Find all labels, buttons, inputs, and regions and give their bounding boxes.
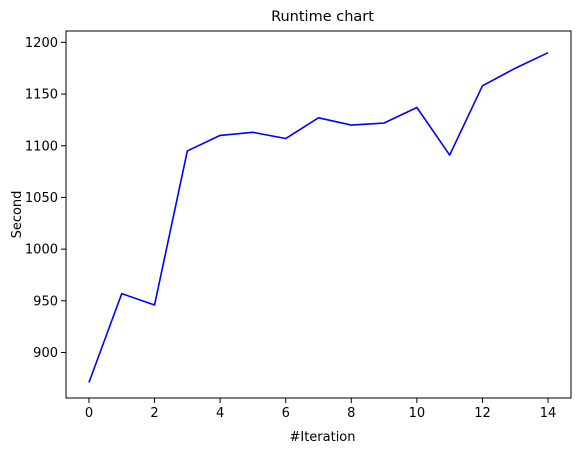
y-tick-label: 1150 xyxy=(25,88,58,103)
x-tick-label: 14 xyxy=(540,406,557,421)
x-tick-label: 2 xyxy=(150,406,158,421)
y-tick-label: 950 xyxy=(33,294,58,309)
y-tick-label: 900 xyxy=(33,346,58,361)
y-tick-label: 1200 xyxy=(25,36,58,51)
chart-title: Runtime chart xyxy=(271,9,374,25)
x-axis-label: #Iteration xyxy=(289,430,355,445)
y-tick-label: 1100 xyxy=(25,139,58,154)
x-tick-label: 4 xyxy=(216,406,224,421)
x-tick-label: 6 xyxy=(282,406,290,421)
y-tick-label: 1000 xyxy=(25,243,58,258)
y-axis-label: Second xyxy=(10,191,25,239)
runtime-series-line xyxy=(88,51,549,383)
x-tick-label: 8 xyxy=(347,406,355,421)
x-tick-label: 10 xyxy=(409,406,426,421)
x-axis-ticks: 0 2 4 6 8 10 12 14 xyxy=(85,398,557,421)
y-axis-ticks: 900 950 1000 1050 1100 1150 1200 xyxy=(25,36,66,361)
series-layer xyxy=(88,51,549,383)
plot-area-frame xyxy=(65,30,572,399)
y-tick-label: 1050 xyxy=(25,191,58,206)
x-tick-label: 0 xyxy=(85,406,93,421)
x-tick-label: 12 xyxy=(474,406,491,421)
